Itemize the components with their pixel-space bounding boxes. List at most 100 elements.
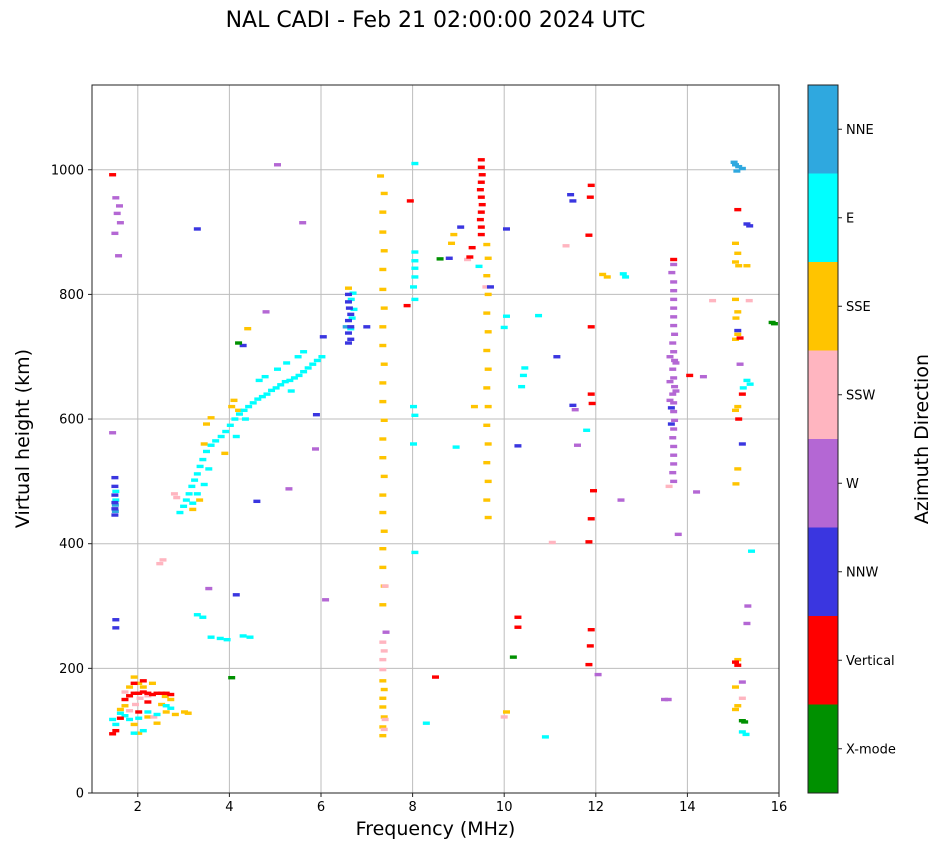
data-point-vertical [585,662,593,667]
data-point-nnw [734,328,742,333]
data-point-e [223,637,231,642]
y-tick-label: 400 [59,537,84,552]
data-point-sse [379,733,387,738]
data-point-e [287,389,295,393]
colorbar-segment-sse [808,262,838,351]
data-point-w [670,409,678,414]
data-point-sse [135,731,143,735]
data-point-sse [484,367,492,371]
data-point-w [312,447,320,451]
data-point-ssw [379,640,387,644]
data-point-vertical [587,628,595,632]
data-point-nnw [239,343,247,348]
data-point-nnw [363,325,371,329]
data-point-sse [483,386,491,390]
data-point-w [670,427,678,431]
data-point-ssw [144,694,152,698]
data-point-e [185,492,193,496]
data-point-vertical [478,202,486,207]
data-point-vertical [587,392,595,396]
data-point-w [671,358,679,363]
data-point-nnw [746,224,754,228]
y-tick-label: 1000 [51,163,84,178]
data-point-nnw [344,300,352,304]
data-point-sse [379,679,387,683]
colorbar-tick-label: E [846,211,854,226]
data-point-e [261,374,269,379]
data-point-e [411,161,419,166]
data-point-vertical [477,165,485,169]
data-point-e [199,457,207,462]
data-point-w [670,479,678,484]
data-point-sse [483,311,491,315]
data-point-sse [148,681,156,686]
data-point-w [262,310,270,314]
data-point-nnw [312,412,320,417]
data-point-sse [380,191,388,196]
data-point-sse [484,515,492,520]
data-point-nnw [347,312,355,317]
data-point-ssw [500,715,508,719]
data-point-nnw [514,444,522,448]
data-point-vertical [135,691,143,695]
data-point-nnw [567,192,575,197]
data-point-ssw [132,702,140,707]
data-point-w [322,598,330,602]
data-point-ssw [381,717,389,722]
data-point-sse [484,404,492,409]
data-point-w [573,443,581,447]
data-point-vertical [144,700,152,704]
data-point-w [116,221,124,225]
data-point-sse [380,418,388,423]
data-point-nnw [486,285,494,289]
data-point-sse [181,710,189,714]
data-point-vertical [738,392,746,396]
data-point-sse [502,710,510,714]
data-point-nnw [569,403,577,408]
data-point-nnw [344,318,352,323]
data-point-sse [484,479,492,484]
data-point-x-mode [228,676,236,680]
x-tick-label: 16 [771,800,788,815]
data-point-sse [121,704,129,708]
data-point-sse [734,310,742,314]
data-point-e [200,482,208,487]
data-point-w [617,498,625,502]
data-point-e [294,355,302,359]
data-point-sse [379,230,387,234]
data-point-e [263,392,271,396]
data-point-nnw [445,256,453,260]
data-point-sse [484,256,492,260]
data-point-sse [161,694,169,699]
data-point-w [699,374,707,379]
data-point-e [411,266,419,270]
data-point-w [670,376,678,380]
data-point-e [541,735,549,739]
data-point-vertical [162,691,170,695]
data-point-w [670,297,678,302]
data-point-w [115,254,123,258]
data-point-w [671,384,679,389]
data-point-e [300,350,308,354]
data-point-vertical [153,691,161,695]
data-point-w [744,604,752,608]
data-point-ssw [379,667,387,672]
data-point-nnw [344,341,352,345]
data-point-x-mode [436,257,444,261]
data-point-e [410,404,418,409]
data-point-e [350,307,358,312]
data-point-e [207,443,215,447]
data-point-e [304,366,312,370]
data-point-sse [731,337,739,341]
data-point-nne [342,325,350,329]
data-point-nne [735,164,743,169]
data-point-vertical [585,540,593,544]
data-point-e [318,355,326,359]
data-point-e [246,635,254,639]
data-point-vertical [477,158,485,162]
data-point-sse [380,687,388,692]
data-point-e [309,362,317,366]
data-point-vertical [477,225,485,229]
data-point-vertical [670,257,678,262]
